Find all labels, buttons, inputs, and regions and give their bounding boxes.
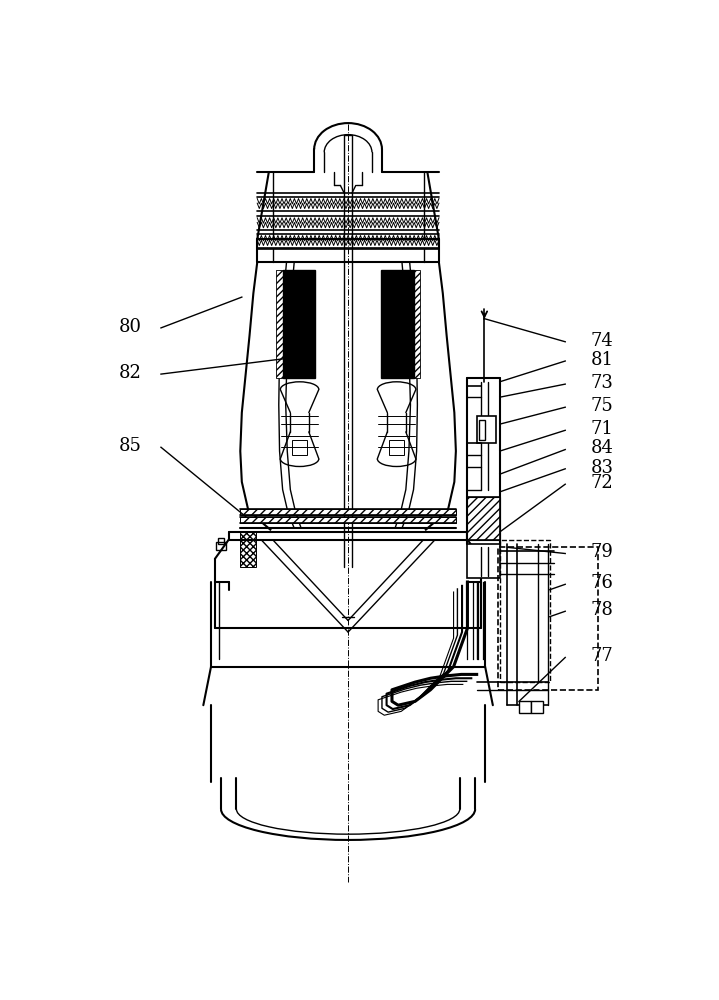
Bar (240, 509, 456, 515)
Polygon shape (283, 270, 315, 378)
Text: 78: 78 (590, 601, 613, 619)
Bar (467, 544, 500, 578)
Bar (531, 701, 543, 713)
Text: 72: 72 (590, 474, 613, 492)
Bar (218, 538, 224, 544)
Bar (479, 420, 485, 440)
Text: 71: 71 (590, 420, 613, 438)
Text: 84: 84 (590, 439, 613, 457)
Bar (498, 547, 598, 690)
Bar (500, 540, 550, 682)
Bar (519, 701, 531, 713)
Bar (240, 532, 256, 567)
Bar (240, 517, 456, 523)
Text: 75: 75 (590, 397, 613, 415)
Bar (389, 440, 404, 455)
Text: 81: 81 (590, 351, 613, 369)
Bar (216, 542, 226, 550)
Text: 77: 77 (590, 647, 613, 665)
Bar (477, 416, 496, 443)
Text: 76: 76 (590, 574, 613, 592)
Text: 82: 82 (119, 364, 142, 382)
Text: 74: 74 (590, 332, 613, 350)
Bar (467, 497, 500, 540)
Text: 85: 85 (119, 437, 142, 455)
Bar (277, 270, 284, 378)
Bar (467, 497, 500, 540)
Text: 73: 73 (590, 374, 613, 392)
Text: 83: 83 (590, 459, 613, 477)
Text: 79: 79 (590, 543, 613, 561)
Bar (412, 270, 420, 378)
Text: 80: 80 (119, 318, 142, 336)
Polygon shape (381, 270, 413, 378)
Bar (292, 440, 307, 455)
